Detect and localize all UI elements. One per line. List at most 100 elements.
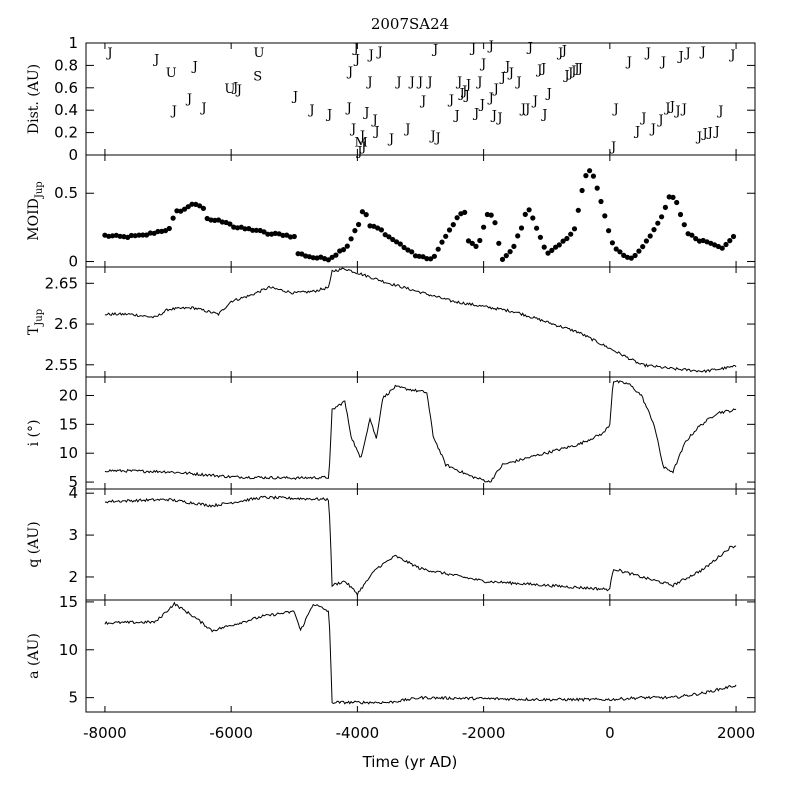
encounter-mark: J — [701, 127, 708, 142]
moid-point — [200, 205, 206, 211]
moid-point — [185, 204, 191, 210]
moid-point — [655, 220, 661, 226]
moid-point — [632, 252, 638, 259]
encounter-mark: J — [649, 122, 656, 137]
encounter-mark: J — [659, 55, 666, 70]
encounter-mark: J — [556, 46, 563, 61]
moid-point — [166, 225, 172, 232]
y-tick-label: 0.6 — [54, 79, 78, 97]
encounter-mark: J — [539, 62, 546, 77]
encounter-mark: J — [576, 62, 583, 77]
moid-point — [659, 214, 665, 220]
moid-point — [693, 236, 699, 242]
moid-point — [359, 209, 365, 215]
moid-point — [439, 239, 445, 245]
moid-point — [393, 239, 400, 245]
moid-point — [310, 255, 316, 261]
moid-point — [189, 201, 195, 207]
x-axis-label: Time (yr AD) — [362, 753, 458, 771]
moid-point — [181, 206, 188, 212]
moid-point — [170, 215, 176, 221]
y-axis-label: Dist. (AU) — [26, 64, 42, 134]
moid-point — [590, 173, 597, 179]
x-tick-label: -2000 — [462, 724, 506, 742]
moid-point — [450, 222, 456, 228]
encounter-mark: M — [355, 136, 368, 151]
encounter-mark: J — [464, 77, 471, 92]
moid-point — [681, 222, 687, 228]
moid-point — [636, 248, 642, 254]
y-tick-label: 15 — [59, 593, 78, 611]
panel-moid: 0 0.5 MOIDJup — [26, 154, 756, 271]
moid-point — [481, 224, 487, 230]
moid-point — [109, 233, 116, 239]
series-line-q — [104, 495, 737, 597]
encounter-mark: J — [475, 75, 482, 90]
encounter-mark: J — [387, 132, 394, 147]
y-axis-label: q (AU) — [26, 521, 42, 567]
encounter-mark: J — [625, 55, 632, 70]
encounter-mark: J — [291, 90, 298, 105]
moid-point — [598, 198, 604, 205]
moid-point — [571, 226, 578, 232]
encounter-mark: J — [519, 102, 526, 117]
moid-point — [208, 217, 214, 223]
encounter-mark: J — [367, 48, 374, 63]
y-axis-label: a (AU) — [26, 633, 42, 679]
encounter-mark: J — [365, 75, 372, 90]
moid-point — [348, 236, 354, 242]
panel-incl: 5 10 15 20 i (°) — [26, 376, 756, 491]
encounter-mark: J — [452, 109, 459, 124]
moid-point — [617, 249, 623, 255]
encounter-mark: J — [545, 86, 552, 101]
moid-point — [613, 246, 619, 252]
y-axis-label: MOIDJup — [26, 181, 45, 240]
encounter-mark: J — [349, 122, 356, 137]
moid-point — [291, 233, 297, 240]
moid-point — [556, 242, 562, 248]
chart-title: 2007SA24 — [371, 15, 449, 33]
panel-frame — [85, 376, 756, 490]
encounter-mark: J — [677, 49, 684, 64]
encounter-mark: J — [716, 104, 723, 119]
encounter-mark: J — [458, 86, 465, 101]
moid-point — [261, 229, 267, 235]
series-line-incl — [104, 379, 737, 483]
moid-point — [515, 233, 521, 239]
moid-point — [197, 203, 203, 209]
y-tick-label: 0 — [68, 253, 78, 271]
moid-point — [401, 244, 407, 251]
moid-point — [253, 227, 259, 233]
encounter-mark: J — [307, 103, 314, 118]
moid-point — [534, 225, 540, 231]
encounter-mark: J — [507, 66, 514, 81]
moid-point — [435, 246, 441, 252]
moid-point — [424, 256, 430, 262]
y-tick-label: 0 — [68, 146, 78, 164]
encounter-mark: U — [224, 82, 235, 97]
encounter-mark: J — [469, 41, 476, 56]
encounter-mark: J — [359, 140, 366, 155]
encounter-mark: J — [170, 104, 177, 119]
moid-point — [662, 204, 669, 210]
encounter-mark: J — [569, 64, 576, 79]
encounter-mark: J — [560, 44, 567, 59]
encounter-mark: J — [416, 75, 423, 90]
moid-point — [136, 232, 142, 238]
encounter-mark: J — [499, 71, 506, 86]
moid-point — [469, 240, 475, 246]
encounter-mark: J — [490, 109, 497, 124]
encounter-mark: J — [683, 46, 690, 61]
moid-point — [727, 238, 733, 244]
moid-point — [537, 234, 544, 240]
moid-point — [250, 227, 256, 233]
y-tick-label: 15 — [59, 415, 78, 433]
series-line-a — [104, 601, 737, 705]
encounter-mark: J — [352, 41, 359, 56]
y-axis-label: TJup — [26, 309, 45, 335]
moid-point — [643, 238, 650, 244]
